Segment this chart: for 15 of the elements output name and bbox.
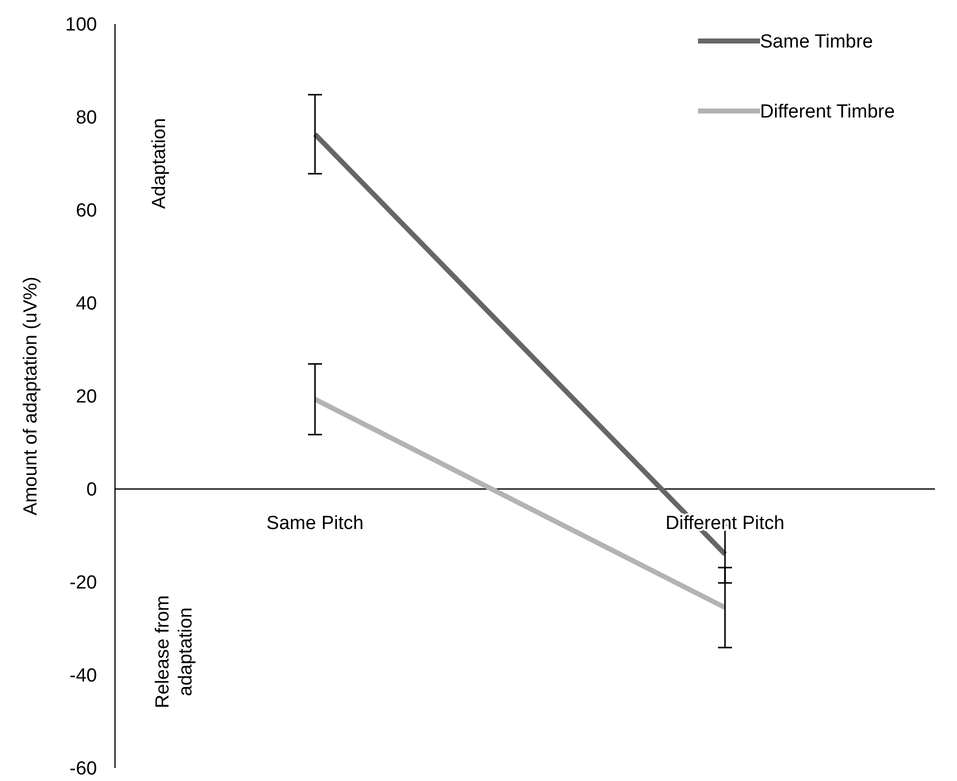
y-tick-label: 40: [76, 294, 97, 315]
x-tick-label: Same Pitch: [266, 513, 364, 534]
y-tick-label: 60: [76, 200, 97, 222]
legend-label: Different Timbre: [760, 102, 895, 123]
y-tick-label: 80: [76, 108, 97, 129]
y-axis-title: Amount of adaptation (uV%): [20, 276, 42, 516]
y-tick-label: 0: [86, 480, 97, 501]
y-tick-label: -60: [70, 758, 97, 780]
y-tick-label: -20: [70, 572, 97, 594]
y-tick-label: 20: [76, 386, 97, 408]
annotation: Adaptation: [149, 118, 170, 209]
annotation: Release from adaptation: [152, 595, 196, 708]
legend-label: Same Timbre: [760, 32, 873, 53]
y-tick-label: 100: [65, 14, 97, 36]
y-tick-label: -40: [70, 666, 97, 687]
